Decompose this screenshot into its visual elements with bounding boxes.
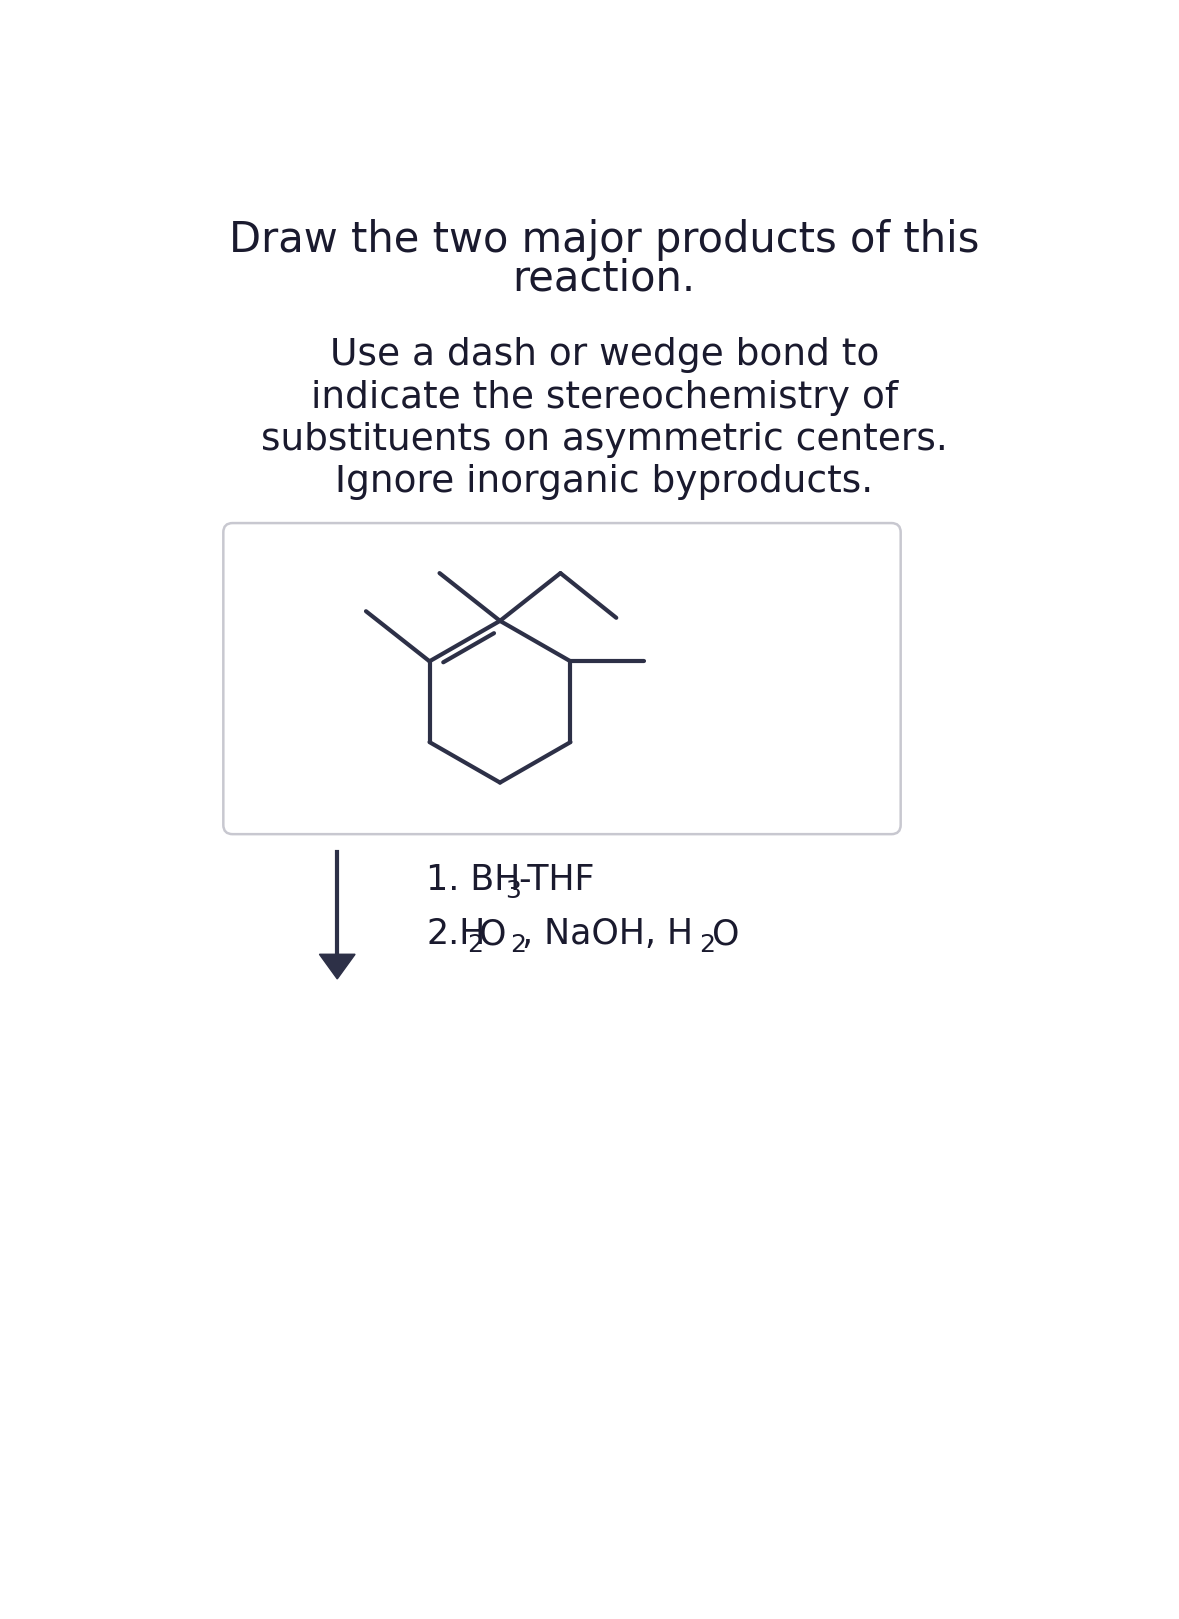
Text: 2: 2 — [467, 933, 482, 957]
Text: 2: 2 — [511, 933, 526, 957]
Text: 3: 3 — [506, 879, 521, 903]
Text: Use a dash or wedge bond to: Use a dash or wedge bond to — [330, 337, 878, 374]
Text: O: O — [479, 918, 507, 952]
Polygon shape — [320, 954, 355, 979]
Text: -THF: -THF — [518, 863, 594, 897]
Text: substituents on asymmetric centers.: substituents on asymmetric centers. — [261, 423, 948, 458]
Text: 2: 2 — [699, 933, 716, 957]
Text: , NaOH, H: , NaOH, H — [522, 918, 693, 952]
Text: Draw the two major products of this: Draw the two major products of this — [229, 219, 980, 261]
Text: indicate the stereochemistry of: indicate the stereochemistry of — [311, 379, 897, 416]
Text: 1. BH: 1. BH — [427, 863, 521, 897]
Text: reaction.: reaction. — [513, 257, 696, 300]
Text: 2.H: 2.H — [427, 918, 486, 952]
FancyBboxPatch shape — [223, 523, 901, 834]
Text: Ignore inorganic byproducts.: Ignore inorganic byproducts. — [335, 465, 874, 500]
Text: O: O — [712, 918, 739, 952]
